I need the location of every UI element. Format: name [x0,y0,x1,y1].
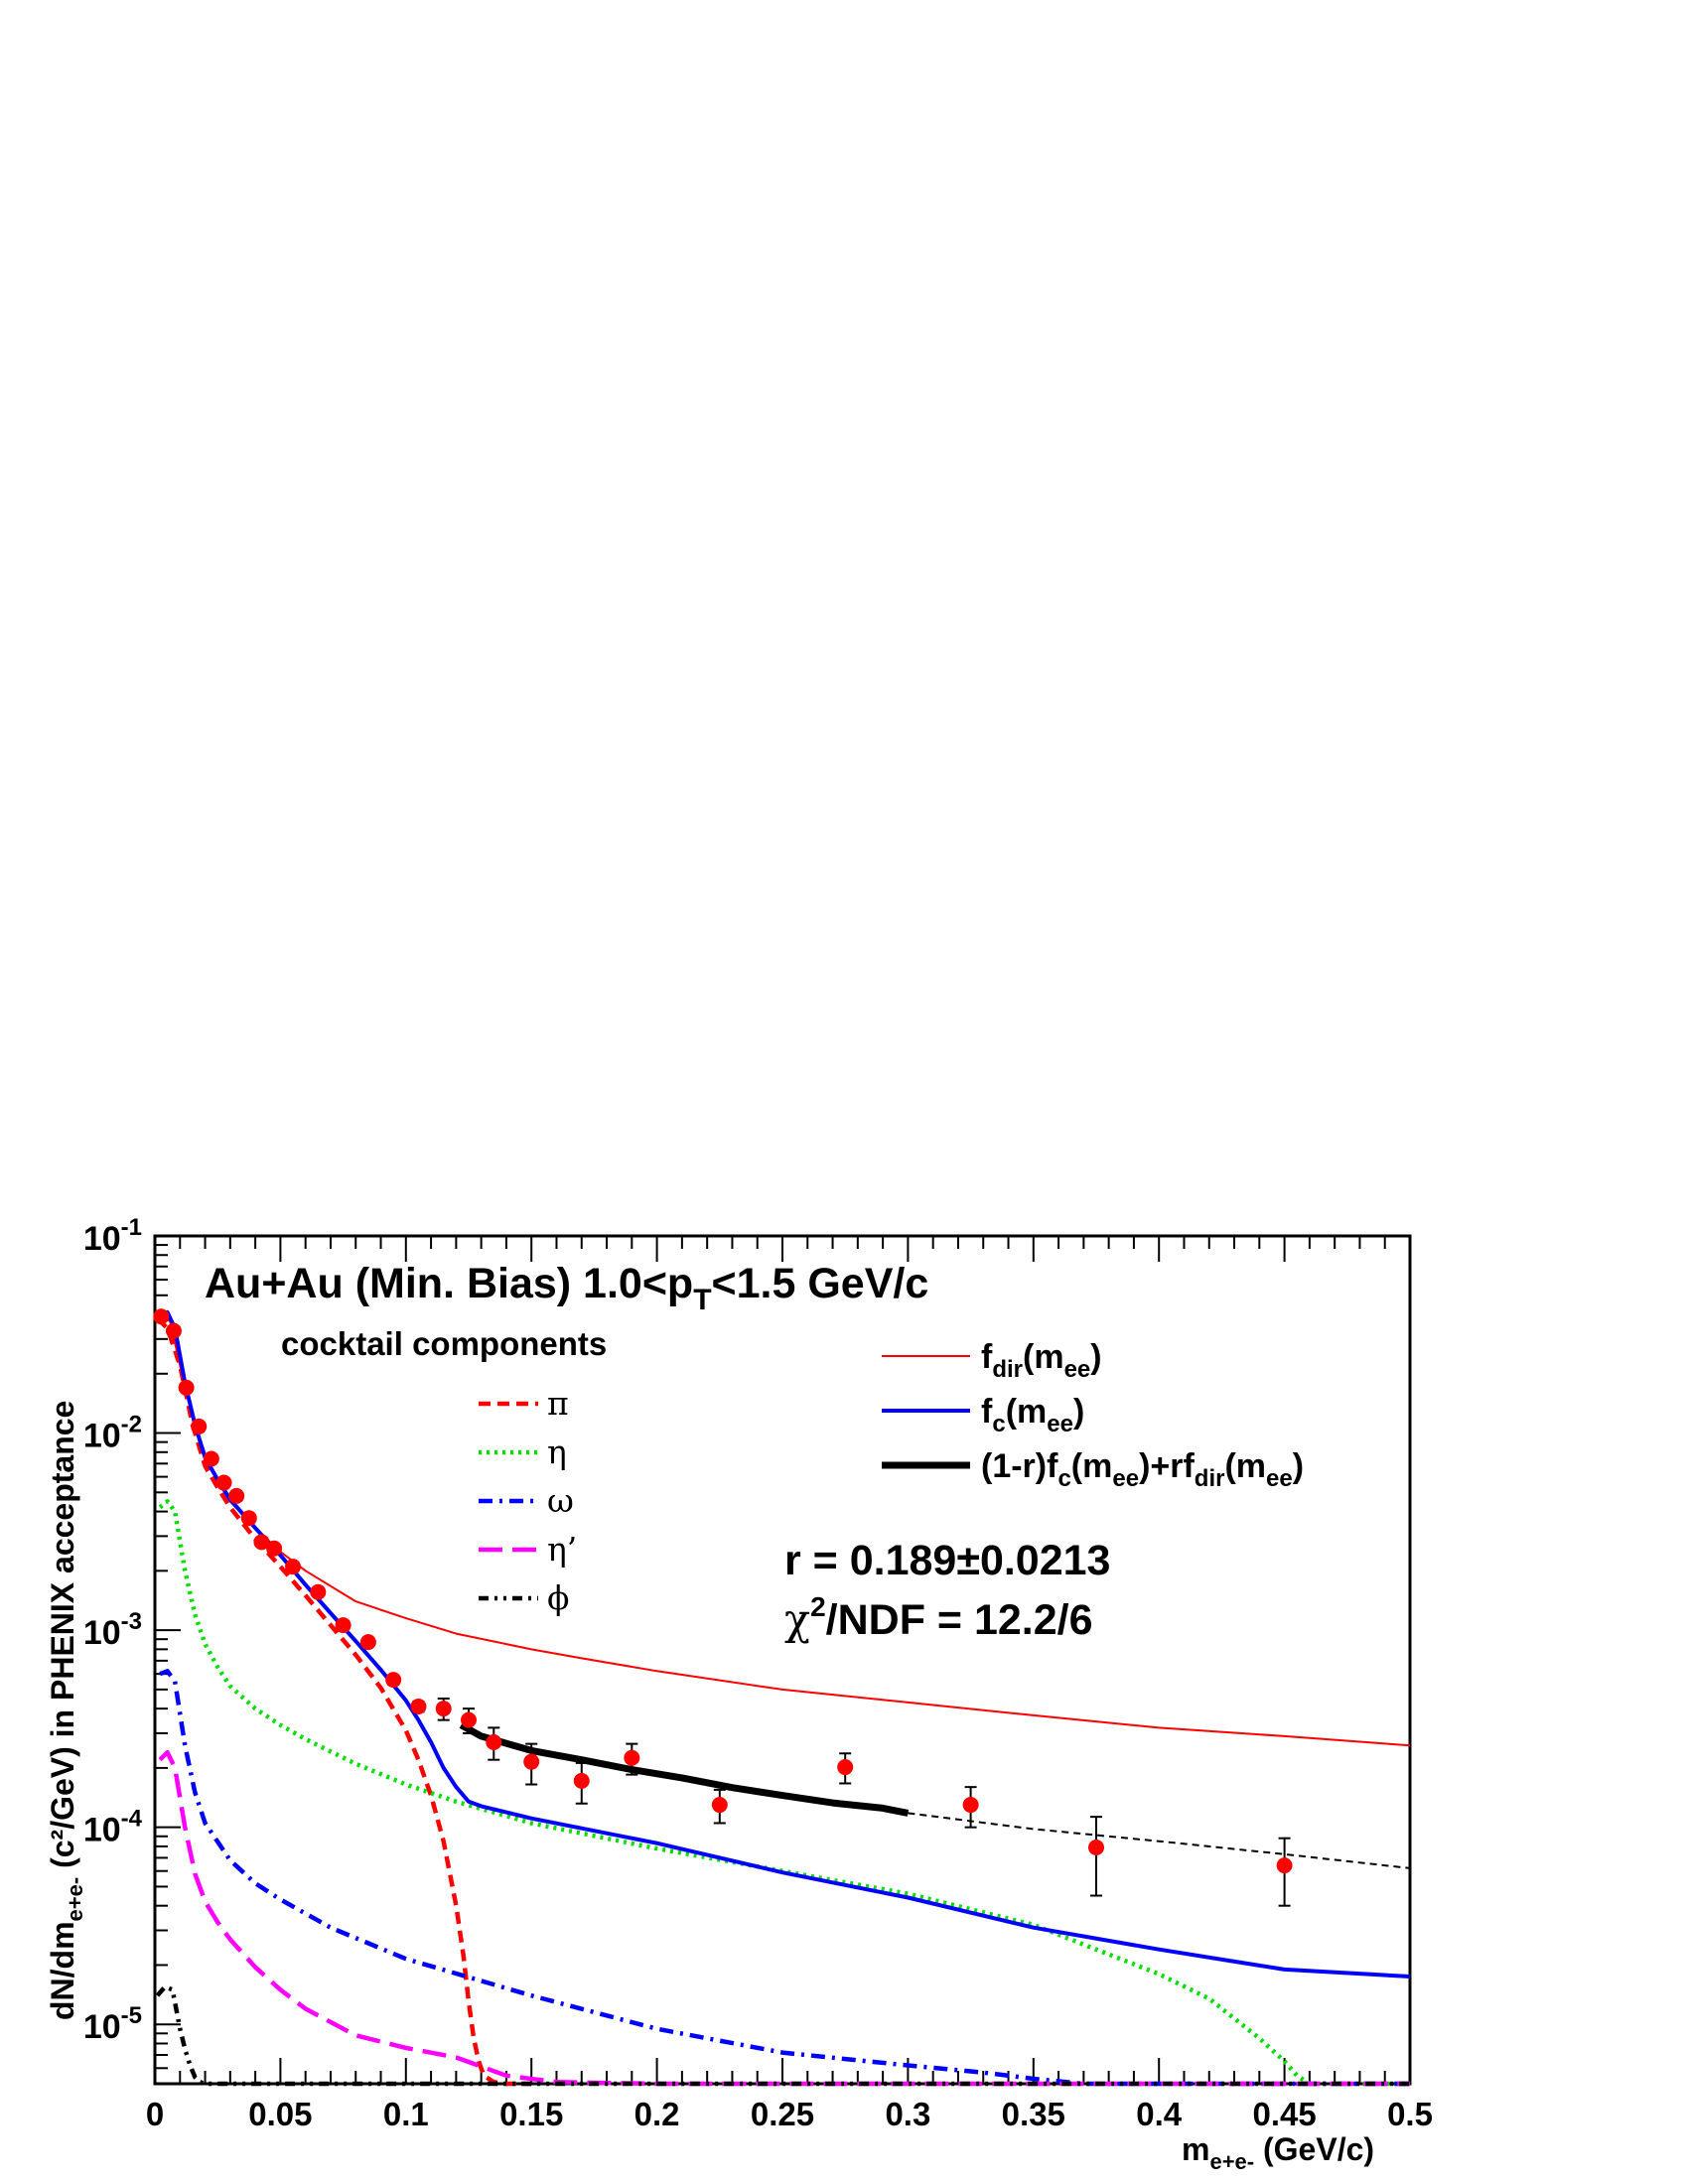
cocktail-series-line [158,1749,1410,2087]
data-point [461,1711,477,1728]
data-point [228,1487,245,1504]
axis-ticks [154,1235,1411,2085]
cocktail-header: cocktail components [281,1325,607,1362]
x-tick-label: 0.2 [634,2096,680,2132]
data-point [486,1734,502,1751]
x-tick-label: 0.5 [1387,2096,1433,2132]
x-tick-label: 0.35 [1002,2096,1065,2132]
y-tick-label: 10-4 [83,1806,143,1849]
data-point [711,1797,728,1814]
x-tick-label: 0.1 [383,2096,429,2132]
legend-label: fdir(mee) [981,1338,1102,1383]
legend-label: ω [547,1481,574,1520]
y-tick-label: 10-5 [83,2002,142,2046]
legend-label: η’ [547,1530,577,1569]
chi2-exponent: 2 [810,1591,826,1622]
fit-series-line [158,1309,1411,1979]
fit-legend: fdir(mee) fc(mee) (1-r)fc(mee)+rfdir(mee) [882,1338,1304,1492]
svg-text:dN/dme+e- (c²/GeV) in PHENIX a: dN/dme+e- (c²/GeV) in PHENIX acceptance [45,1401,87,2020]
data-point [285,1559,302,1575]
data-point [1088,1839,1104,1855]
x-tick-label: 0.15 [499,2096,563,2132]
x-label-rest: (GeV/c) [1254,2131,1374,2167]
data-point [385,1672,402,1689]
legend-label: ϕ [547,1578,570,1617]
y-tick-label: 10-3 [83,1608,142,1652]
y-tick-label: 10-1 [83,1214,142,1258]
fit-results: r = 0.189±0.0213 χ2/NDF = 12.2/6 [784,1537,1110,1645]
svg-text:me+e- (GeV/c): me+e- (GeV/c) [1182,2131,1374,2174]
chart-title: Au+Au (Min. Bias) 1.0<pT<1.5 GeV/c [205,1260,928,1316]
x-label-main: m [1182,2131,1209,2167]
title-main: Au+Au (Min. Bias) 1.0<p [205,1260,693,1307]
y-label-pre: dN/dm [45,1921,80,2020]
data-point [435,1701,452,1717]
data-point [215,1474,232,1491]
y-label-post: (c²/GeV) in PHENIX acceptance [45,1401,80,1877]
y-tick-labels: 10-1 10-2 10-3 10-4 10-5 [83,1214,143,2046]
curves [155,1309,1411,2087]
title-sub: T [693,1284,711,1316]
data-point [178,1379,195,1396]
y-axis-label: dN/dme+e- (c²/GeV) in PHENIX acceptance [45,1401,87,2020]
data-point [266,1540,283,1557]
x-tick-label: 0.4 [1136,2096,1183,2132]
plot-frame [153,1234,1412,2086]
x-tick-label: 0.3 [885,2096,930,2132]
chi2-result: χ2/NDF = 12.2/6 [784,1591,1093,1645]
legend-label: η [547,1433,567,1471]
data-point [837,1759,854,1776]
data-point [240,1510,257,1527]
legend-label: π [547,1384,569,1423]
cocktail-series-line [155,1316,532,2087]
r-result: r = 0.189±0.0213 [784,1537,1110,1584]
svg-text:Au+Au (Min. Bias) 1.0<pT<1.5 G: Au+Au (Min. Bias) 1.0<pT<1.5 GeV/c [205,1260,928,1316]
x-label-sub: e+e- [1209,2149,1254,2174]
fit-series-line [459,1721,910,1817]
data-point [203,1450,219,1467]
data-point [310,1583,327,1600]
data-point [335,1617,352,1634]
x-tick-labels: 0 0.05 0.1 0.15 0.2 0.25 0.3 0.35 0.4 0.45 0.5 [146,2096,1433,2132]
title-rest: <1.5 GeV/c [712,1260,929,1307]
data-point [624,1749,640,1766]
data-point [359,1634,376,1651]
cocktail-series-line [159,1669,1410,2087]
data-point [165,1322,182,1339]
x-tick-label: 0.45 [1252,2096,1316,2132]
chi2-rest: /NDF = 12.2/6 [826,1596,1093,1644]
cocktail-legend: πηω η’ ϕ [479,1384,577,1617]
x-tick-label: 0.05 [248,2096,312,2132]
data-point [153,1308,170,1325]
data-point [191,1418,208,1434]
data-point [1276,1857,1293,1874]
y-tick-label: 10-2 [83,1412,142,1455]
x-axis-label: me+e- (GeV/c) [1182,2131,1374,2174]
y-label-sub: e+e- [63,1877,87,1922]
data-point [410,1698,427,1714]
data-point [523,1753,540,1770]
data-points [153,1308,1293,1907]
legend-label: fc(mee) [981,1393,1084,1437]
x-tick-label: 0.25 [751,2096,814,2132]
data-point [573,1772,590,1789]
chi2-symbol: χ [784,1595,810,1645]
data-point [962,1797,979,1814]
legend-label: (1-r)fc(mee)+rfdir(mee) [981,1447,1304,1492]
cocktail-series-line [155,1984,1410,2087]
x-tick-label: 0 [146,2096,164,2132]
fit-series-line [908,1812,1411,1869]
fit-series-line [162,1317,1411,1747]
data-point [253,1534,270,1551]
